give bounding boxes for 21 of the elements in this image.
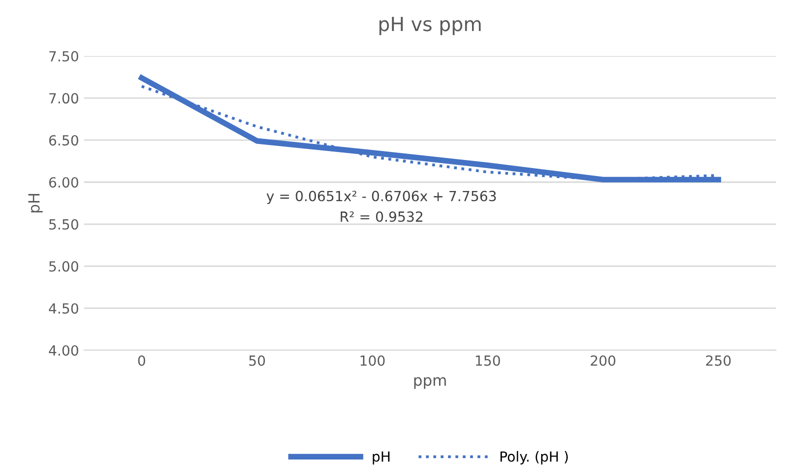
y-axis-title: pH	[28, 194, 43, 212]
x-tick-label: 250	[706, 355, 731, 366]
y-tick-label: 7.00	[49, 93, 78, 104]
y-tick-label: 5.50	[49, 219, 78, 230]
annotation: y = 0.0651x² - 0.6706x + 7.7563	[266, 190, 496, 204]
legend-label: pH	[372, 451, 390, 464]
legend-label: Poly. (pH )	[500, 451, 568, 464]
x-tick-label: 0	[138, 355, 146, 366]
y-tick-label: 4.50	[48, 303, 78, 314]
x-tick-label: 200	[590, 355, 616, 366]
x-tick-label: 50	[249, 355, 265, 366]
y-tick-label: 4.00	[48, 345, 78, 356]
y-tick-label: 6.00	[49, 177, 78, 188]
chart-title: pH vs ppm	[379, 16, 481, 36]
y-tick-label: 7.50	[49, 51, 78, 62]
x-tick-label: 150	[476, 355, 500, 366]
y-tick-label: 5.00	[49, 261, 78, 272]
x-axis-title: ppm	[414, 377, 446, 389]
y-tick-label: 6.50	[49, 135, 78, 146]
annotation: R² = 0.9532	[340, 211, 422, 222]
x-tick-label: 100	[360, 355, 385, 366]
